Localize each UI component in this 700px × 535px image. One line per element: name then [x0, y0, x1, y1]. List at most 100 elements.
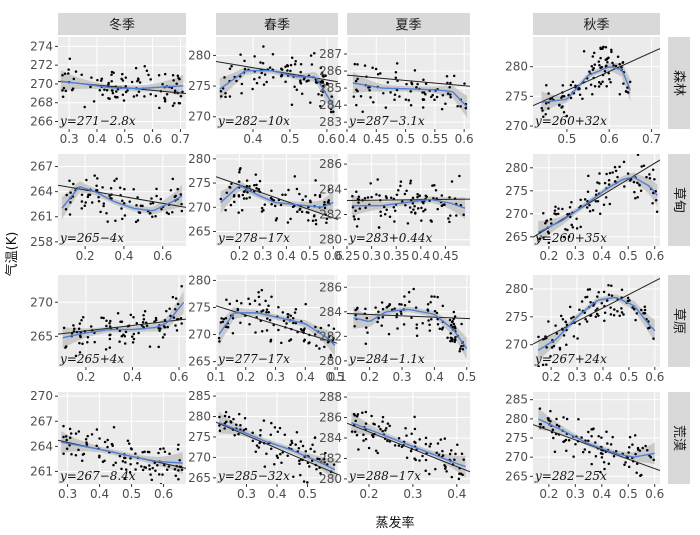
x-tick-label: 0.5	[280, 132, 299, 146]
data-point	[572, 335, 576, 338]
x-tick-label: 0.6	[645, 487, 664, 501]
data-point	[298, 459, 301, 462]
data-point	[443, 437, 447, 440]
data-point	[71, 87, 75, 90]
linear-fit-line	[58, 184, 186, 208]
data-point	[421, 322, 424, 325]
data-point	[180, 468, 184, 472]
data-point	[64, 346, 67, 349]
data-point	[354, 308, 357, 312]
data-point	[108, 194, 111, 198]
fit-equation-label: y=265+4x	[59, 352, 124, 366]
data-point	[427, 319, 430, 322]
data-point	[379, 214, 383, 218]
col-strip-label: 秋季	[583, 18, 609, 33]
data-point	[232, 417, 235, 421]
data-point	[449, 93, 452, 96]
data-point	[372, 101, 375, 104]
data-point	[605, 85, 608, 88]
data-point	[562, 110, 566, 114]
data-point	[610, 294, 614, 297]
data-point	[581, 450, 585, 454]
data-point	[626, 91, 630, 94]
smooth-confidence-band	[62, 291, 184, 349]
x-tick-label: 0.5	[122, 487, 141, 501]
data-point	[373, 423, 376, 426]
data-point	[449, 332, 452, 335]
data-point	[588, 209, 592, 213]
data-point	[237, 211, 240, 214]
data-point	[390, 308, 394, 311]
y-tick-label: 270	[30, 77, 53, 91]
data-point	[588, 288, 592, 291]
data-point	[289, 69, 292, 73]
data-point	[564, 320, 567, 323]
panel-1-3: 0.4 0.45 0.5 0.55 0.6 283 284 285 286 287 y=287−3.…	[319, 37, 474, 146]
data-point	[395, 313, 399, 316]
data-point	[605, 172, 608, 176]
data-point	[584, 87, 588, 90]
smooth-fit-curve	[60, 80, 184, 90]
data-point	[460, 322, 463, 326]
data-point	[594, 441, 597, 444]
data-point	[393, 93, 397, 97]
data-point	[228, 67, 232, 71]
data-point	[281, 193, 284, 196]
data-point	[394, 70, 398, 74]
x-tick-label: 0.7	[642, 132, 661, 146]
data-point	[424, 458, 428, 462]
x-tick-label: 0.5	[298, 487, 317, 501]
data-point	[158, 106, 161, 110]
data-point	[329, 107, 333, 111]
data-point	[255, 444, 259, 447]
data-point	[370, 414, 373, 418]
data-point	[289, 314, 293, 317]
data-point	[587, 174, 590, 178]
data-point	[306, 481, 309, 484]
data-point	[136, 196, 139, 199]
data-point	[253, 55, 256, 58]
data-point	[65, 447, 69, 451]
data-point	[143, 95, 146, 98]
data-point	[426, 309, 430, 312]
data-point	[286, 69, 289, 72]
data-point	[246, 191, 249, 194]
data-point	[578, 308, 581, 311]
data-point	[460, 452, 464, 455]
data-point	[552, 436, 555, 440]
data-point	[405, 456, 409, 460]
data-point	[173, 467, 177, 471]
data-point	[620, 66, 623, 69]
data-point	[597, 291, 600, 294]
data-point	[315, 344, 318, 348]
data-point	[364, 326, 368, 329]
data-point	[109, 319, 112, 323]
data-point	[319, 66, 323, 70]
data-point	[296, 210, 299, 214]
data-point	[158, 329, 161, 332]
data-point	[623, 185, 626, 188]
data-point	[134, 452, 137, 455]
data-point	[570, 317, 573, 320]
data-point	[607, 462, 611, 465]
data-point	[622, 82, 625, 85]
data-point	[293, 175, 297, 178]
data-point	[552, 344, 556, 348]
data-point	[364, 342, 368, 345]
data-point	[267, 311, 270, 314]
data-point	[224, 410, 228, 414]
data-point	[230, 64, 233, 68]
data-point	[418, 194, 421, 197]
data-point	[379, 210, 382, 213]
data-point	[443, 203, 446, 206]
data-point	[409, 90, 412, 93]
data-point	[315, 468, 318, 471]
data-point	[376, 320, 379, 324]
fit-equation-label: y=265−4x	[59, 231, 124, 245]
data-point	[99, 210, 102, 214]
data-point	[86, 195, 90, 199]
x-tick-label: 0.6	[324, 249, 343, 263]
x-tick-label: 0.2	[76, 249, 95, 263]
data-point	[69, 191, 72, 194]
data-point	[229, 203, 233, 207]
